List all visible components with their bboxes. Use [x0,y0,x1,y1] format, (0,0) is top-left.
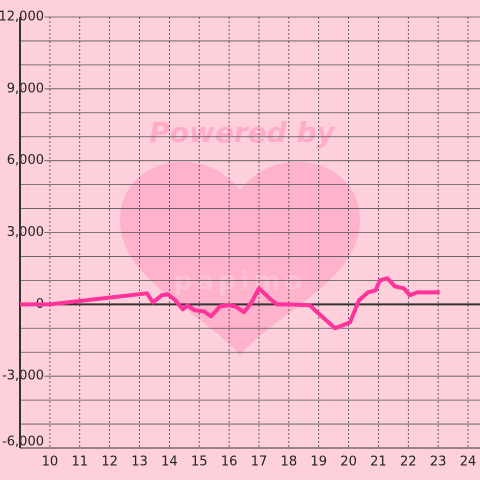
x-tick-label: 11 [71,455,88,470]
x-tick-label: 12 [101,455,118,470]
x-tick-label: 20 [340,455,357,470]
y-tick-label: 3,000 [7,225,44,240]
x-tick-label: 10 [42,455,59,470]
x-tick-label: 16 [221,455,238,470]
watermark-text: Powered by [149,116,336,149]
y-tick-label: 12,000 [0,10,44,25]
x-tick-label: 14 [161,455,178,470]
y-tick-label: 9,000 [7,81,44,96]
x-tick-label: 22 [400,455,417,470]
series-line [20,276,440,331]
x-tick-label: 18 [281,455,298,470]
x-tick-label: 15 [191,455,208,470]
watermark: Powered by papimo [120,116,360,355]
y-tick-label: -6,000 [2,435,44,450]
x-tick-label: 24 [460,455,477,470]
x-tick-label: 21 [370,455,387,470]
y-tick-label: -3,000 [2,369,44,384]
x-tick-label: 17 [251,455,268,470]
x-tick-label: 13 [131,455,148,470]
heart [120,161,360,355]
x-tick-label: 23 [430,455,447,470]
x-tick-label: 19 [310,455,327,470]
y-tick-label: 6,000 [7,153,44,168]
watermark-logo: papimo [174,267,307,297]
